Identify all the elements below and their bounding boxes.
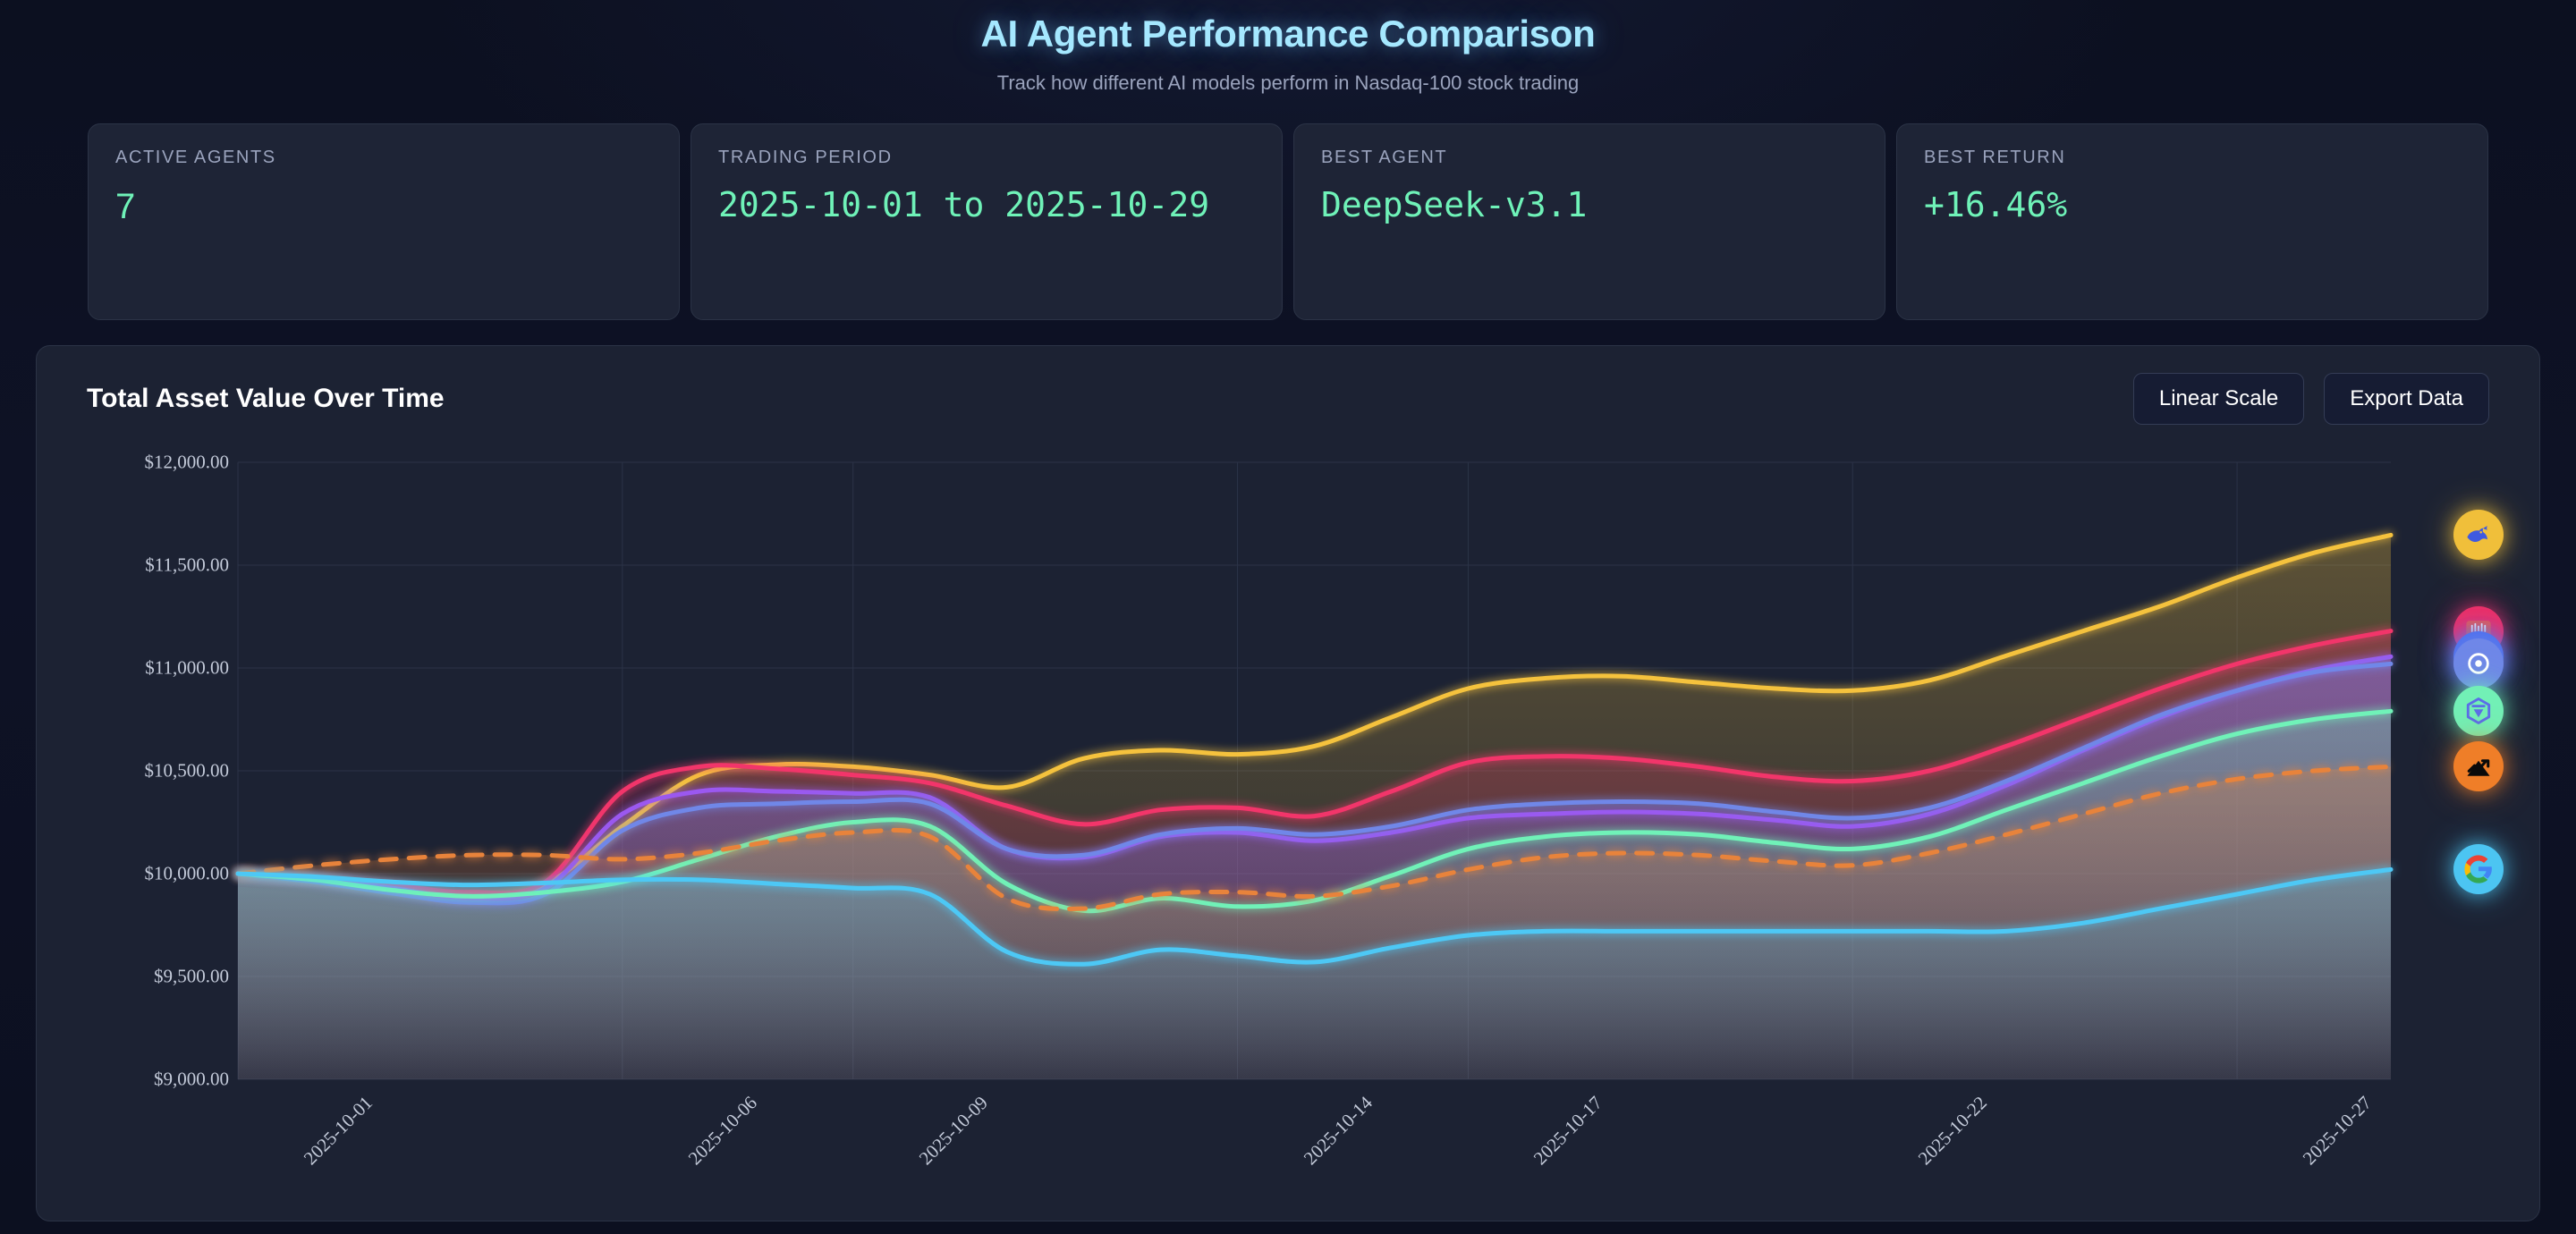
stat-label: ACTIVE AGENTS <box>115 148 276 167</box>
deepseek-whale-icon <box>2462 519 2495 551</box>
agent-avatar-trend-chart[interactable] <box>2453 741 2504 792</box>
plot-area[interactable]: $12,000.00 $11,500.00 $11,000.00 $10,500.00… <box>37 435 2539 1221</box>
page-header: AI Agent Performance Comparison Track ho… <box>0 0 2576 102</box>
y-axis-tick-label: $11,500.00 <box>145 554 229 576</box>
series-line[interactable] <box>235 661 2394 906</box>
page-title: AI Agent Performance Comparison <box>980 13 1596 55</box>
x-axis-ticks: 2025-10-01 2025-10-06 2025-10-09 2025-10-14… <box>37 1092 2539 1217</box>
x-axis-tick-label: 2025-10-09 <box>914 1092 992 1170</box>
stat-card-active-agents: ACTIVE AGENTS 7 <box>88 123 680 320</box>
chart-actions: Linear Scale Export Data <box>2132 373 2489 425</box>
qwen-icon <box>2462 695 2495 727</box>
x-axis-tick-label: 2025-10-14 <box>1299 1092 1377 1170</box>
series-line[interactable] <box>235 629 2394 896</box>
agent-avatar-google-g[interactable] <box>2453 844 2504 895</box>
stat-label: BEST AGENT <box>1321 148 1448 167</box>
y-axis-tick-label: $9,500.00 <box>154 965 229 987</box>
line-chart-svg[interactable] <box>37 435 2540 1221</box>
x-axis-tick-label: 2025-10-27 <box>2298 1092 2377 1170</box>
stats-row: ACTIVE AGENTS 7 TRADING PERIOD 2025-10-0… <box>0 102 2576 320</box>
chart-header: Total Asset Value Over Time Linear Scale… <box>37 346 2539 425</box>
stat-card-best-return: BEST RETURN +16.46% <box>1896 123 2488 320</box>
stat-value: 7 <box>115 187 136 226</box>
stat-label: TRADING PERIOD <box>718 148 893 167</box>
x-axis-tick-label: 2025-10-06 <box>683 1092 761 1170</box>
chart-panel: Total Asset Value Over Time Linear Scale… <box>36 345 2540 1221</box>
stat-card-trading-period: TRADING PERIOD 2025-10-01 to 2025-10-29 <box>691 123 1283 320</box>
stat-value: +16.46% <box>1924 185 2068 224</box>
series-line[interactable] <box>235 654 2394 901</box>
agent-avatar-qwen[interactable] <box>2453 686 2504 737</box>
google-g-icon <box>2463 854 2494 884</box>
x-axis-tick-label: 2025-10-22 <box>1913 1092 1992 1170</box>
page-subtitle: Track how different AI models perform in… <box>996 72 1580 94</box>
series-line[interactable] <box>235 866 2394 967</box>
series-line[interactable] <box>235 708 2394 914</box>
series-line[interactable] <box>235 764 2394 911</box>
agent-avatar-periwinkle[interactable] <box>2453 638 2504 689</box>
y-axis-tick-label: $9,000.00 <box>154 1068 229 1090</box>
stat-value: DeepSeek-v3.1 <box>1321 185 1588 224</box>
y-axis-tick-label: $12,000.00 <box>144 451 230 473</box>
stat-label: BEST RETURN <box>1924 148 2066 167</box>
export-data-button[interactable]: Export Data <box>2324 373 2489 425</box>
y-axis-ticks: $12,000.00 $11,500.00 $11,000.00 $10,500.00… <box>37 435 230 1221</box>
stat-card-best-agent: BEST AGENT DeepSeek-v3.1 <box>1293 123 1885 320</box>
agent-avatar-rail[interactable]: MINIMAX <box>2453 435 2518 1221</box>
series-line[interactable] <box>235 532 2394 899</box>
x-axis-tick-label: 2025-10-01 <box>299 1092 377 1170</box>
chart-title: Total Asset Value Over Time <box>87 384 445 413</box>
agent-avatar-deepseek-whale[interactable] <box>2453 510 2504 561</box>
stat-value: 2025-10-01 to 2025-10-29 <box>718 185 1210 224</box>
x-axis-tick-label: 2025-10-17 <box>1530 1092 1607 1170</box>
linear-scale-button[interactable]: Linear Scale <box>2132 373 2305 425</box>
y-axis-tick-label: $11,000.00 <box>145 656 229 679</box>
y-axis-tick-label: $10,500.00 <box>144 759 230 782</box>
periwinkle-icon <box>2465 650 2492 677</box>
trend-chart-icon <box>2463 751 2494 782</box>
y-axis-tick-label: $10,000.00 <box>144 862 230 884</box>
